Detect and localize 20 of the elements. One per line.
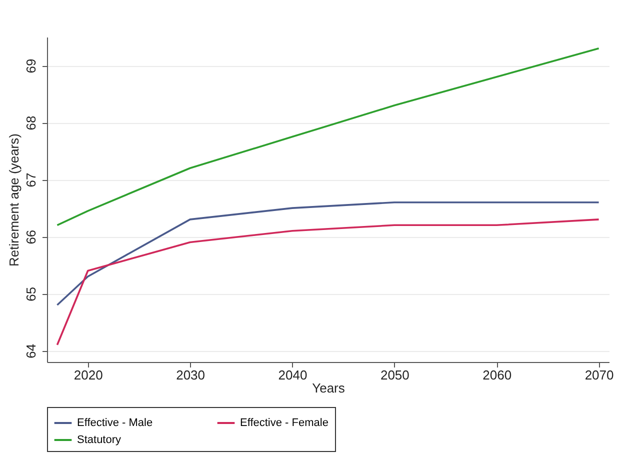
legend-label: Statutory [77, 434, 122, 446]
y-tick-label: 67 [24, 172, 38, 188]
y-tick-label: 69 [24, 58, 38, 74]
y-tick-label: 68 [24, 116, 38, 130]
y-tick-label: 66 [24, 230, 38, 244]
line-series [56, 201, 600, 306]
x-axis-title: Years [312, 380, 346, 396]
legend-label: Effective - Female [240, 417, 328, 429]
line-series [56, 48, 600, 226]
line-series [56, 218, 600, 346]
x-tick-label: 2030 [176, 368, 206, 382]
y-tick-label: 65 [24, 286, 38, 302]
x-tick-label: 2040 [278, 368, 308, 382]
x-tick-label: 2070 [584, 368, 614, 382]
y-tick-label: 64 [24, 344, 38, 358]
x-tick-label: 2050 [380, 368, 410, 382]
y-axis-title: Retirement age (years) [6, 134, 22, 266]
x-tick-label: 2020 [74, 368, 103, 382]
x-tick-label: 2060 [482, 368, 512, 382]
legend-label: Effective - Male [77, 417, 153, 429]
